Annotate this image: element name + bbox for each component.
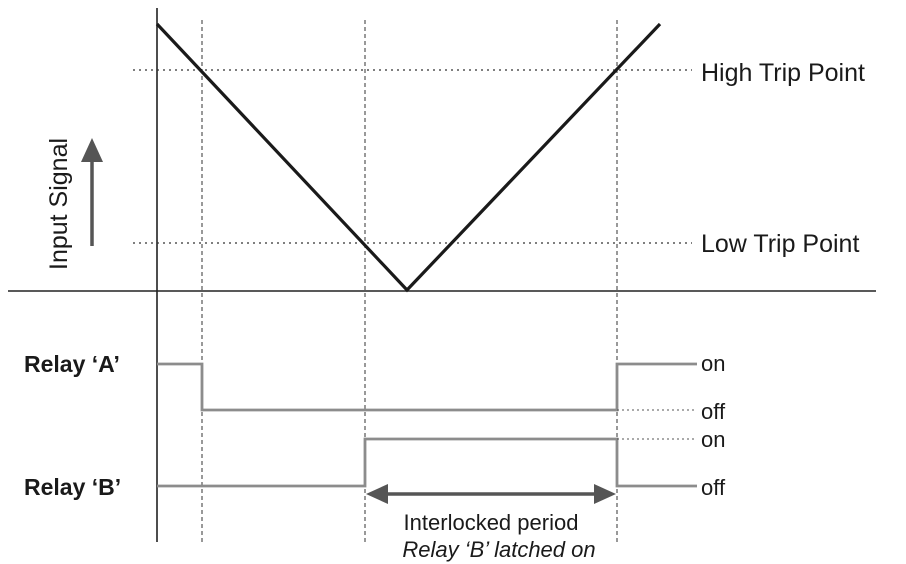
high-trip-label: High Trip Point	[701, 59, 865, 87]
y-axis-label: Input Signal	[45, 138, 73, 270]
interlock-sublabel: Relay ‘B’ latched on	[402, 537, 595, 562]
relay-b-trace	[157, 437, 697, 488]
interlock-arrowhead-left	[366, 484, 388, 504]
relay-b-on-label: on	[701, 427, 725, 452]
relay-b-off-label: off	[701, 475, 726, 500]
relay-a-label: Relay ‘A’	[24, 351, 120, 377]
input-signal-arrowhead	[81, 138, 103, 162]
relay-a-off-label: off	[701, 399, 726, 424]
interlock-arrowhead-right	[594, 484, 616, 504]
relay-a-on-label: on	[701, 351, 725, 376]
low-trip-label: Low Trip Point	[701, 230, 859, 258]
input-signal-trace	[155, 22, 662, 293]
relay-b-label: Relay ‘B’	[24, 474, 121, 500]
interlock-label: Interlocked period	[404, 510, 579, 535]
relay-a-trace	[157, 362, 697, 412]
